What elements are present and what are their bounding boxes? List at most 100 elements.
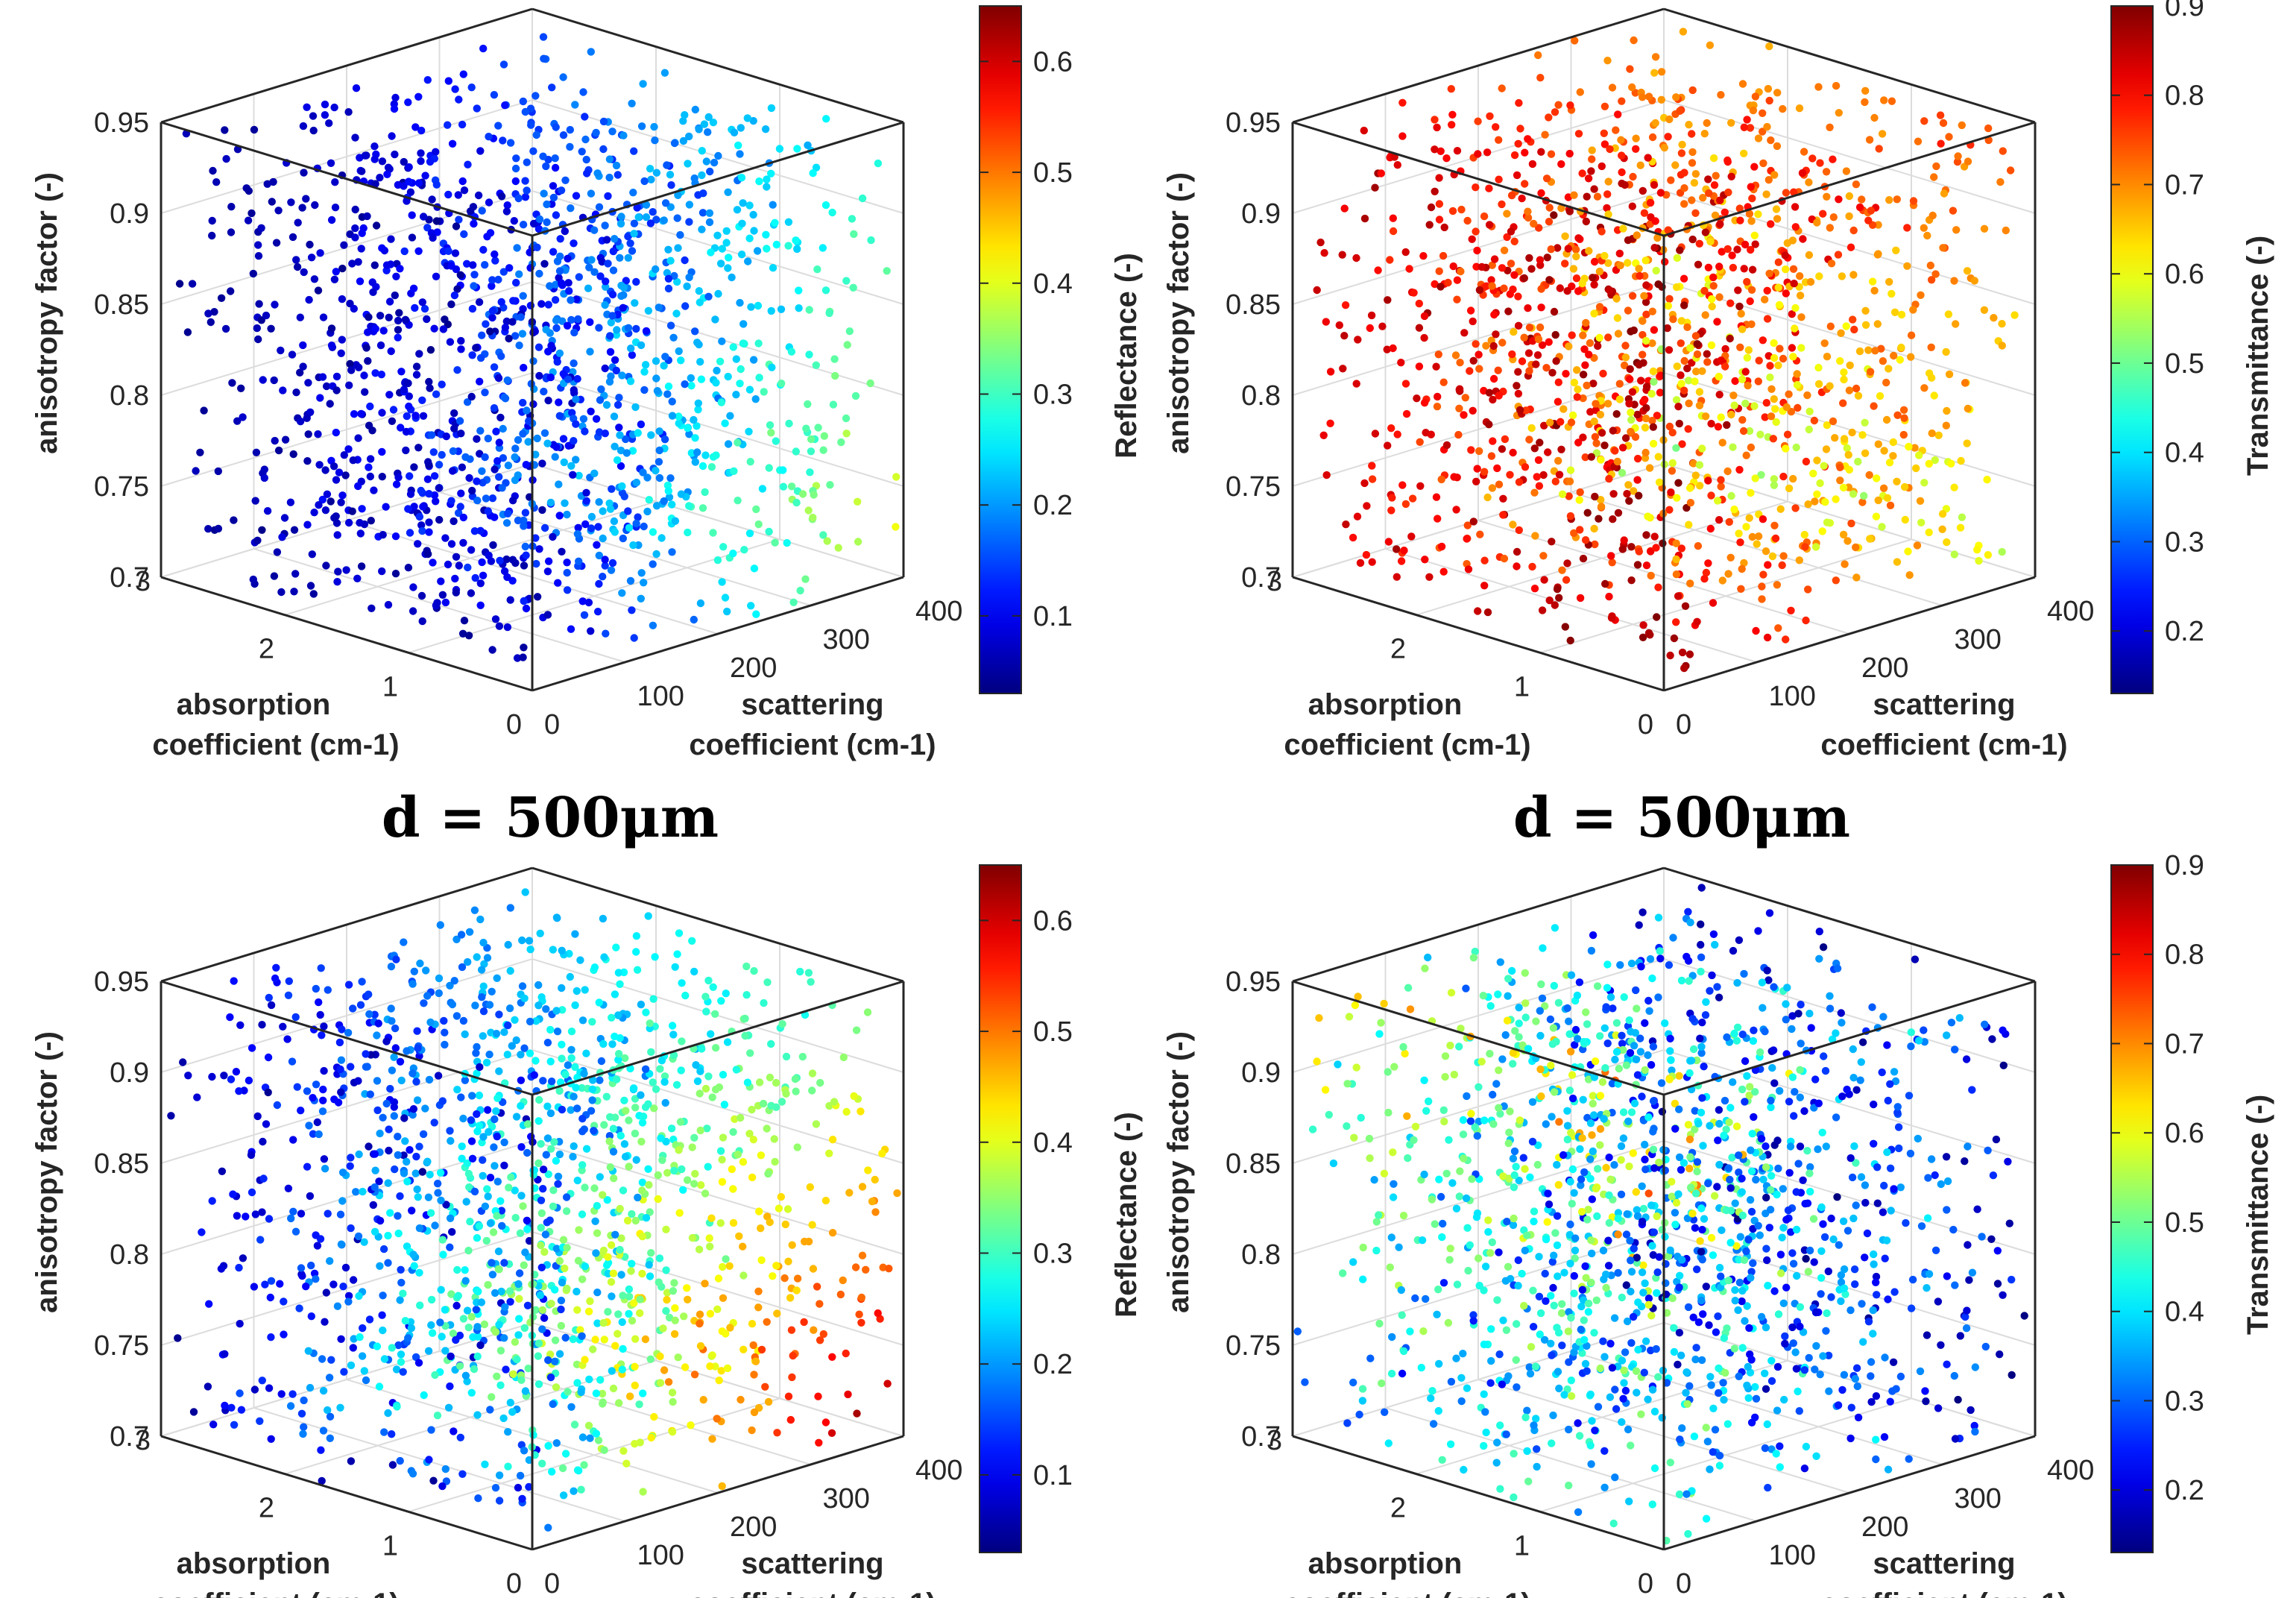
- point: [1858, 498, 1867, 506]
- point: [600, 953, 608, 961]
- point: [1609, 515, 1617, 523]
- point: [712, 379, 720, 387]
- point: [486, 1406, 494, 1414]
- point: [839, 1276, 847, 1285]
- point: [657, 534, 666, 542]
- point: [1964, 404, 1972, 413]
- point: [1672, 539, 1680, 547]
- point: [480, 960, 488, 969]
- point: [417, 149, 425, 157]
- point: [675, 1146, 683, 1154]
- point: [507, 1173, 515, 1181]
- point: [1792, 443, 1800, 452]
- point: [804, 506, 813, 515]
- point: [1352, 380, 1360, 388]
- point: [1826, 224, 1834, 232]
- point: [1791, 324, 1799, 333]
- point: [1644, 1395, 1652, 1403]
- point: [1794, 403, 1802, 412]
- point: [1656, 389, 1665, 397]
- point: [1866, 535, 1874, 543]
- point: [379, 1292, 387, 1300]
- point: [599, 117, 608, 126]
- point: [630, 230, 638, 238]
- point: [1819, 210, 1827, 218]
- point: [557, 279, 566, 287]
- point: [481, 389, 489, 397]
- point: [739, 199, 747, 207]
- point: [454, 509, 463, 518]
- point: [1437, 542, 1446, 551]
- point: [410, 1262, 418, 1270]
- point: [1752, 1175, 1760, 1184]
- point: [1642, 531, 1650, 539]
- point: [329, 462, 338, 471]
- point: [370, 1227, 379, 1236]
- point: [491, 1289, 499, 1297]
- point: [734, 141, 742, 150]
- point: [480, 1320, 489, 1329]
- point: [1384, 296, 1392, 304]
- point: [706, 1362, 714, 1371]
- point: [691, 458, 699, 466]
- point: [1582, 217, 1590, 226]
- point: [842, 414, 851, 423]
- point: [247, 1188, 256, 1197]
- point: [749, 356, 758, 364]
- point: [537, 1209, 546, 1218]
- point: [582, 488, 590, 497]
- point: [1433, 403, 1442, 411]
- point: [1433, 123, 1441, 132]
- point: [384, 1259, 392, 1267]
- point: [1494, 366, 1502, 374]
- point: [1706, 1465, 1714, 1473]
- point: [668, 500, 676, 509]
- point: [1649, 423, 1657, 431]
- point: [1326, 368, 1335, 376]
- point: [1829, 213, 1838, 221]
- point: [839, 1053, 848, 1062]
- point: [1571, 245, 1580, 254]
- point: [468, 304, 477, 313]
- point: [490, 91, 499, 99]
- point: [780, 1274, 789, 1283]
- point: [400, 247, 409, 256]
- point: [558, 1006, 567, 1014]
- colorbar-tick-label: 0.5: [2165, 348, 2204, 380]
- point: [588, 1096, 596, 1104]
- point: [403, 1047, 411, 1055]
- point: [338, 264, 347, 273]
- point: [793, 1274, 802, 1283]
- point: [1883, 494, 1892, 502]
- point: [1536, 323, 1545, 332]
- point: [602, 1092, 611, 1101]
- point: [1447, 1377, 1456, 1386]
- point: [519, 292, 527, 300]
- point: [1770, 521, 1779, 529]
- point: [302, 1283, 310, 1291]
- point: [693, 448, 701, 456]
- point: [1763, 1256, 1771, 1265]
- point: [1504, 307, 1513, 315]
- point: [452, 1336, 460, 1344]
- y-tick-label: 400: [915, 1455, 962, 1486]
- point: [1729, 443, 1737, 451]
- point: [1724, 570, 1732, 578]
- point: [1708, 295, 1716, 303]
- point: [435, 515, 444, 524]
- point: [1968, 1268, 1977, 1277]
- point: [1738, 325, 1747, 333]
- point: [632, 519, 640, 528]
- point: [564, 375, 573, 383]
- point: [808, 1086, 816, 1095]
- point: [1604, 259, 1612, 267]
- point: [293, 262, 302, 271]
- point: [1384, 538, 1393, 546]
- point: [867, 236, 875, 245]
- point: [521, 177, 529, 185]
- point: [624, 324, 633, 332]
- point: [673, 277, 681, 286]
- point: [1574, 130, 1583, 138]
- point: [893, 1189, 901, 1198]
- point: [1593, 192, 1602, 201]
